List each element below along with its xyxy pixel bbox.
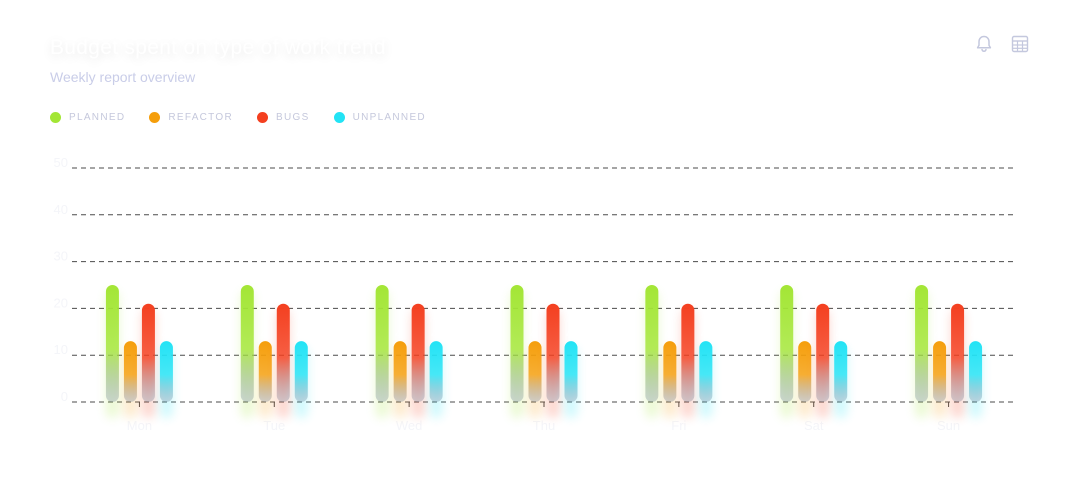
x-tick-label: Mon [127, 418, 152, 433]
y-tick-label: 50 [54, 155, 68, 170]
data-label: 4.5 [161, 329, 175, 340]
bar-planned-sat[interactable] [780, 285, 794, 402]
chart-toolbar [960, 32, 1032, 56]
bar-unplanned-sat[interactable] [834, 341, 848, 402]
bar-planned-sun[interactable] [915, 285, 929, 402]
chart-subtitle: Weekly report overview [50, 69, 196, 85]
legend-swatch-planned [50, 111, 61, 123]
bar-unplanned-tue[interactable] [294, 341, 308, 402]
data-label: 4.5 [935, 329, 949, 340]
legend-item-bugs[interactable]: BUGS [257, 111, 310, 123]
data-label: 4.5 [665, 329, 679, 340]
chart-title: Budget spent on type of work trend [50, 36, 386, 59]
legend-label-bugs: BUGS [276, 111, 310, 123]
data-label: 4.5 [431, 329, 445, 340]
calculator-button[interactable] [1008, 32, 1032, 56]
bar-refactor-sat[interactable] [798, 341, 812, 402]
data-label: 4.5 [260, 329, 274, 340]
data-label: 4.5 [566, 329, 580, 340]
legend-swatch-unplanned [333, 111, 345, 123]
bar-refactor-mon[interactable] [123, 341, 137, 402]
x-tick-label: Sun [937, 418, 960, 433]
bar-planned-mon[interactable] [105, 285, 119, 402]
data-label: 4.5 [125, 329, 139, 340]
chart-legend: PLANNED REFACTOR BUGS UNPLANNED [50, 108, 450, 126]
bar-unplanned-mon[interactable] [159, 341, 173, 402]
data-label: 4.5 [836, 329, 850, 340]
bar-refactor-tue[interactable] [258, 341, 272, 402]
bar-bugs-fri[interactable] [681, 303, 695, 402]
legend-label-planned: PLANNED [69, 111, 126, 123]
x-tick-label: Sat [804, 418, 824, 433]
bar-unplanned-fri[interactable] [699, 341, 713, 402]
bar-refactor-sun[interactable] [933, 341, 947, 402]
x-tick-label: Tue [263, 418, 285, 433]
bar-bugs-sat[interactable] [816, 303, 830, 402]
x-tick-label: Wed [396, 418, 423, 433]
bar-planned-thu[interactable] [510, 285, 524, 402]
x-tick-label: Thu [533, 418, 555, 433]
legend-item-planned[interactable]: PLANNED [50, 111, 126, 123]
data-label: 4.5 [395, 329, 409, 340]
y-tick-label: 20 [54, 295, 68, 310]
data-label: 4.5 [701, 329, 715, 340]
legend-swatch-refactor [149, 111, 161, 123]
bar-bugs-mon[interactable] [141, 303, 155, 402]
bar-refactor-thu[interactable] [528, 341, 542, 402]
bar-bugs-thu[interactable] [546, 303, 560, 402]
bar-planned-fri[interactable] [645, 285, 659, 402]
bar-bugs-sun[interactable] [951, 303, 965, 402]
y-tick-label: 0 [61, 389, 68, 404]
legend-label-unplanned: UNPLANNED [352, 111, 426, 123]
data-label: 4.5 [800, 329, 814, 340]
bar-unplanned-sun[interactable] [969, 341, 983, 402]
bar-bugs-wed[interactable] [411, 303, 425, 402]
bar-unplanned-thu[interactable] [564, 341, 578, 402]
x-tick-label: Fri [671, 418, 686, 433]
legend-item-unplanned[interactable]: UNPLANNED [333, 111, 426, 123]
legend-swatch-bugs [257, 111, 269, 123]
data-label: 4.5 [296, 329, 310, 340]
notifications-button[interactable] [972, 32, 996, 56]
bar-bugs-tue[interactable] [276, 303, 290, 402]
y-tick-label: 10 [54, 342, 68, 357]
bar-planned-tue[interactable] [240, 285, 254, 402]
bar-refactor-fri[interactable] [663, 341, 677, 402]
data-label: 4.5 [971, 329, 985, 340]
legend-item-refactor[interactable]: REFACTOR [149, 111, 234, 123]
bell-icon [976, 35, 992, 53]
bar-refactor-wed[interactable] [393, 341, 407, 402]
bar-planned-wed[interactable] [375, 285, 389, 402]
bar-unplanned-wed[interactable] [429, 341, 443, 402]
data-label: 4.5 [530, 329, 544, 340]
legend-label-refactor: REFACTOR [168, 111, 234, 123]
y-tick-label: 30 [54, 249, 68, 264]
calculator-icon [1011, 35, 1029, 53]
y-tick-label: 40 [54, 202, 68, 217]
